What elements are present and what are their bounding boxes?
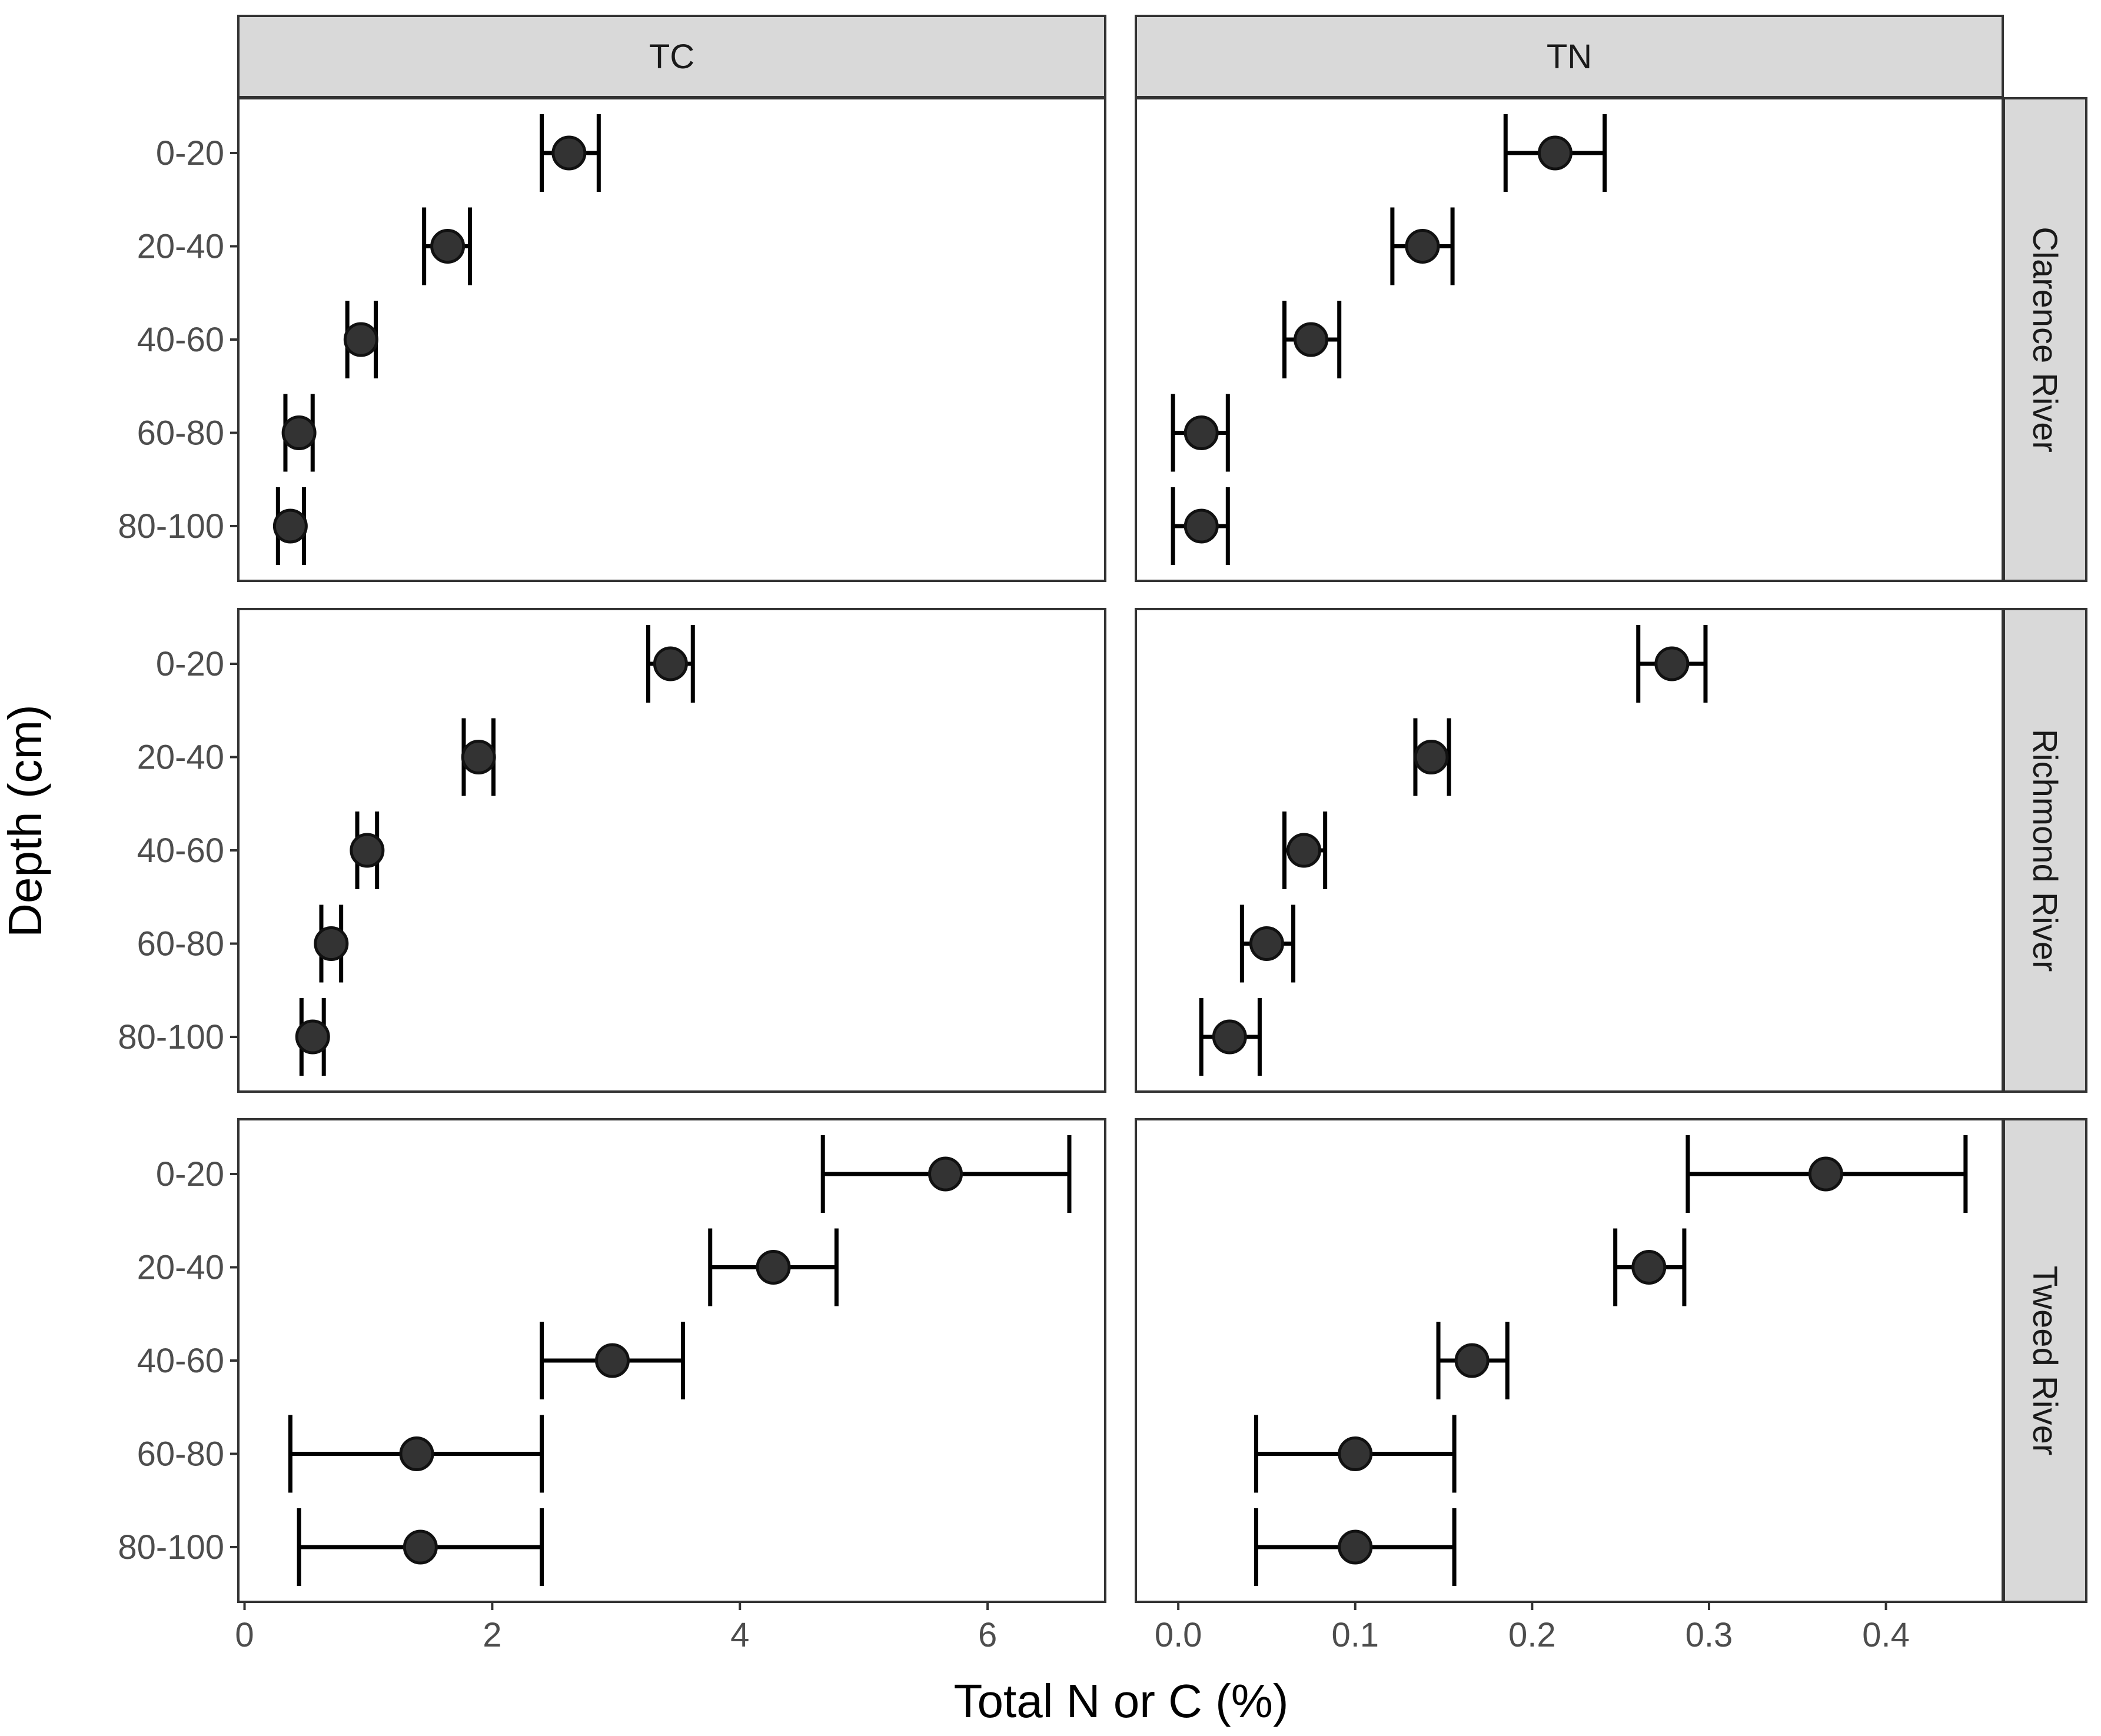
x-tick-label: 4	[730, 1616, 749, 1654]
x-tick-label: 6	[978, 1616, 997, 1654]
data-point	[1405, 229, 1440, 264]
y-tick-label: 0-20	[156, 645, 224, 683]
data-point	[928, 1156, 963, 1192]
panel-border	[1135, 1118, 2004, 1603]
y-tick-label: 40-60	[137, 321, 224, 359]
strip-label-tweed-river: Tweed River	[2026, 1266, 2064, 1455]
x-axis-title: Total N or C (%)	[954, 1675, 1289, 1727]
y-tick-label: 60-80	[137, 1435, 224, 1474]
data-point	[1249, 926, 1284, 961]
data-point	[1537, 135, 1573, 171]
x-tick-label: 0.0	[1155, 1616, 1202, 1654]
data-point	[551, 135, 587, 171]
y-tick-label: 0-20	[156, 1155, 224, 1193]
panel-border	[1135, 97, 2004, 582]
data-point	[1631, 1250, 1667, 1285]
strip-label-tc: TC	[649, 38, 694, 76]
x-tick-label: 0.3	[1686, 1616, 1733, 1654]
data-point	[1286, 833, 1322, 868]
data-point	[1338, 1436, 1373, 1471]
data-point	[1212, 1019, 1247, 1055]
data-point	[1184, 508, 1219, 544]
data-point	[594, 1343, 630, 1378]
strip-clarence-river	[2003, 97, 2087, 582]
x-tick-label: 0.1	[1331, 1616, 1379, 1654]
y-tick-label: 80-100	[118, 1528, 224, 1567]
panel-border	[237, 97, 1106, 582]
data-point	[343, 322, 378, 357]
y-tick-label: 0-20	[156, 134, 224, 172]
x-tick-label: 0.4	[1862, 1616, 1910, 1654]
panel-tweed-river-tc	[237, 1118, 1106, 1603]
data-point	[1184, 415, 1219, 450]
data-point	[314, 926, 349, 961]
data-point	[272, 508, 308, 544]
y-tick-label: 80-100	[118, 1018, 224, 1056]
strip-tn	[1135, 15, 2004, 98]
panel-clarence-river-tc	[237, 97, 1106, 582]
data-point	[756, 1250, 791, 1285]
panel-border	[1135, 608, 2004, 1093]
strip-label-tn: TN	[1547, 38, 1592, 76]
data-point	[1414, 740, 1449, 774]
data-point	[1654, 646, 1690, 681]
x-tick-label: 2	[483, 1616, 501, 1654]
y-axis-title: Depth (cm)	[0, 704, 51, 937]
data-point	[430, 229, 466, 264]
data-point	[403, 1529, 438, 1565]
panel-clarence-river-tn	[1135, 97, 2004, 582]
data-point	[281, 415, 317, 450]
data-point	[653, 646, 688, 681]
data-point	[350, 833, 385, 868]
x-tick-label: 0.2	[1508, 1616, 1556, 1654]
y-tick-label: 40-60	[137, 832, 224, 870]
y-tick-label: 20-40	[137, 1249, 224, 1287]
strip-label-richmond-river: Richmond River	[2026, 729, 2064, 972]
panel-richmond-river-tn	[1135, 608, 2004, 1093]
x-tick-label: 0	[235, 1616, 254, 1654]
data-point	[295, 1019, 330, 1055]
panel-tweed-river-tn	[1135, 1118, 2004, 1603]
y-tick-label: 40-60	[137, 1342, 224, 1380]
data-point	[1454, 1343, 1490, 1378]
data-point	[1338, 1529, 1373, 1565]
y-tick-label: 60-80	[137, 414, 224, 453]
panel-richmond-river-tc	[237, 608, 1106, 1093]
strip-richmond-river	[2003, 608, 2087, 1093]
y-tick-label: 80-100	[118, 507, 224, 546]
strip-label-clarence-river: Clarence River	[2026, 227, 2064, 453]
strip-tc	[237, 15, 1106, 98]
data-point	[461, 740, 496, 774]
data-point	[399, 1436, 434, 1471]
y-tick-label: 60-80	[137, 925, 224, 963]
y-tick-label: 20-40	[137, 739, 224, 777]
data-point	[1294, 322, 1329, 357]
y-tick-label: 20-40	[137, 228, 224, 266]
data-point	[1808, 1156, 1843, 1192]
strip-tweed-river	[2003, 1118, 2087, 1603]
